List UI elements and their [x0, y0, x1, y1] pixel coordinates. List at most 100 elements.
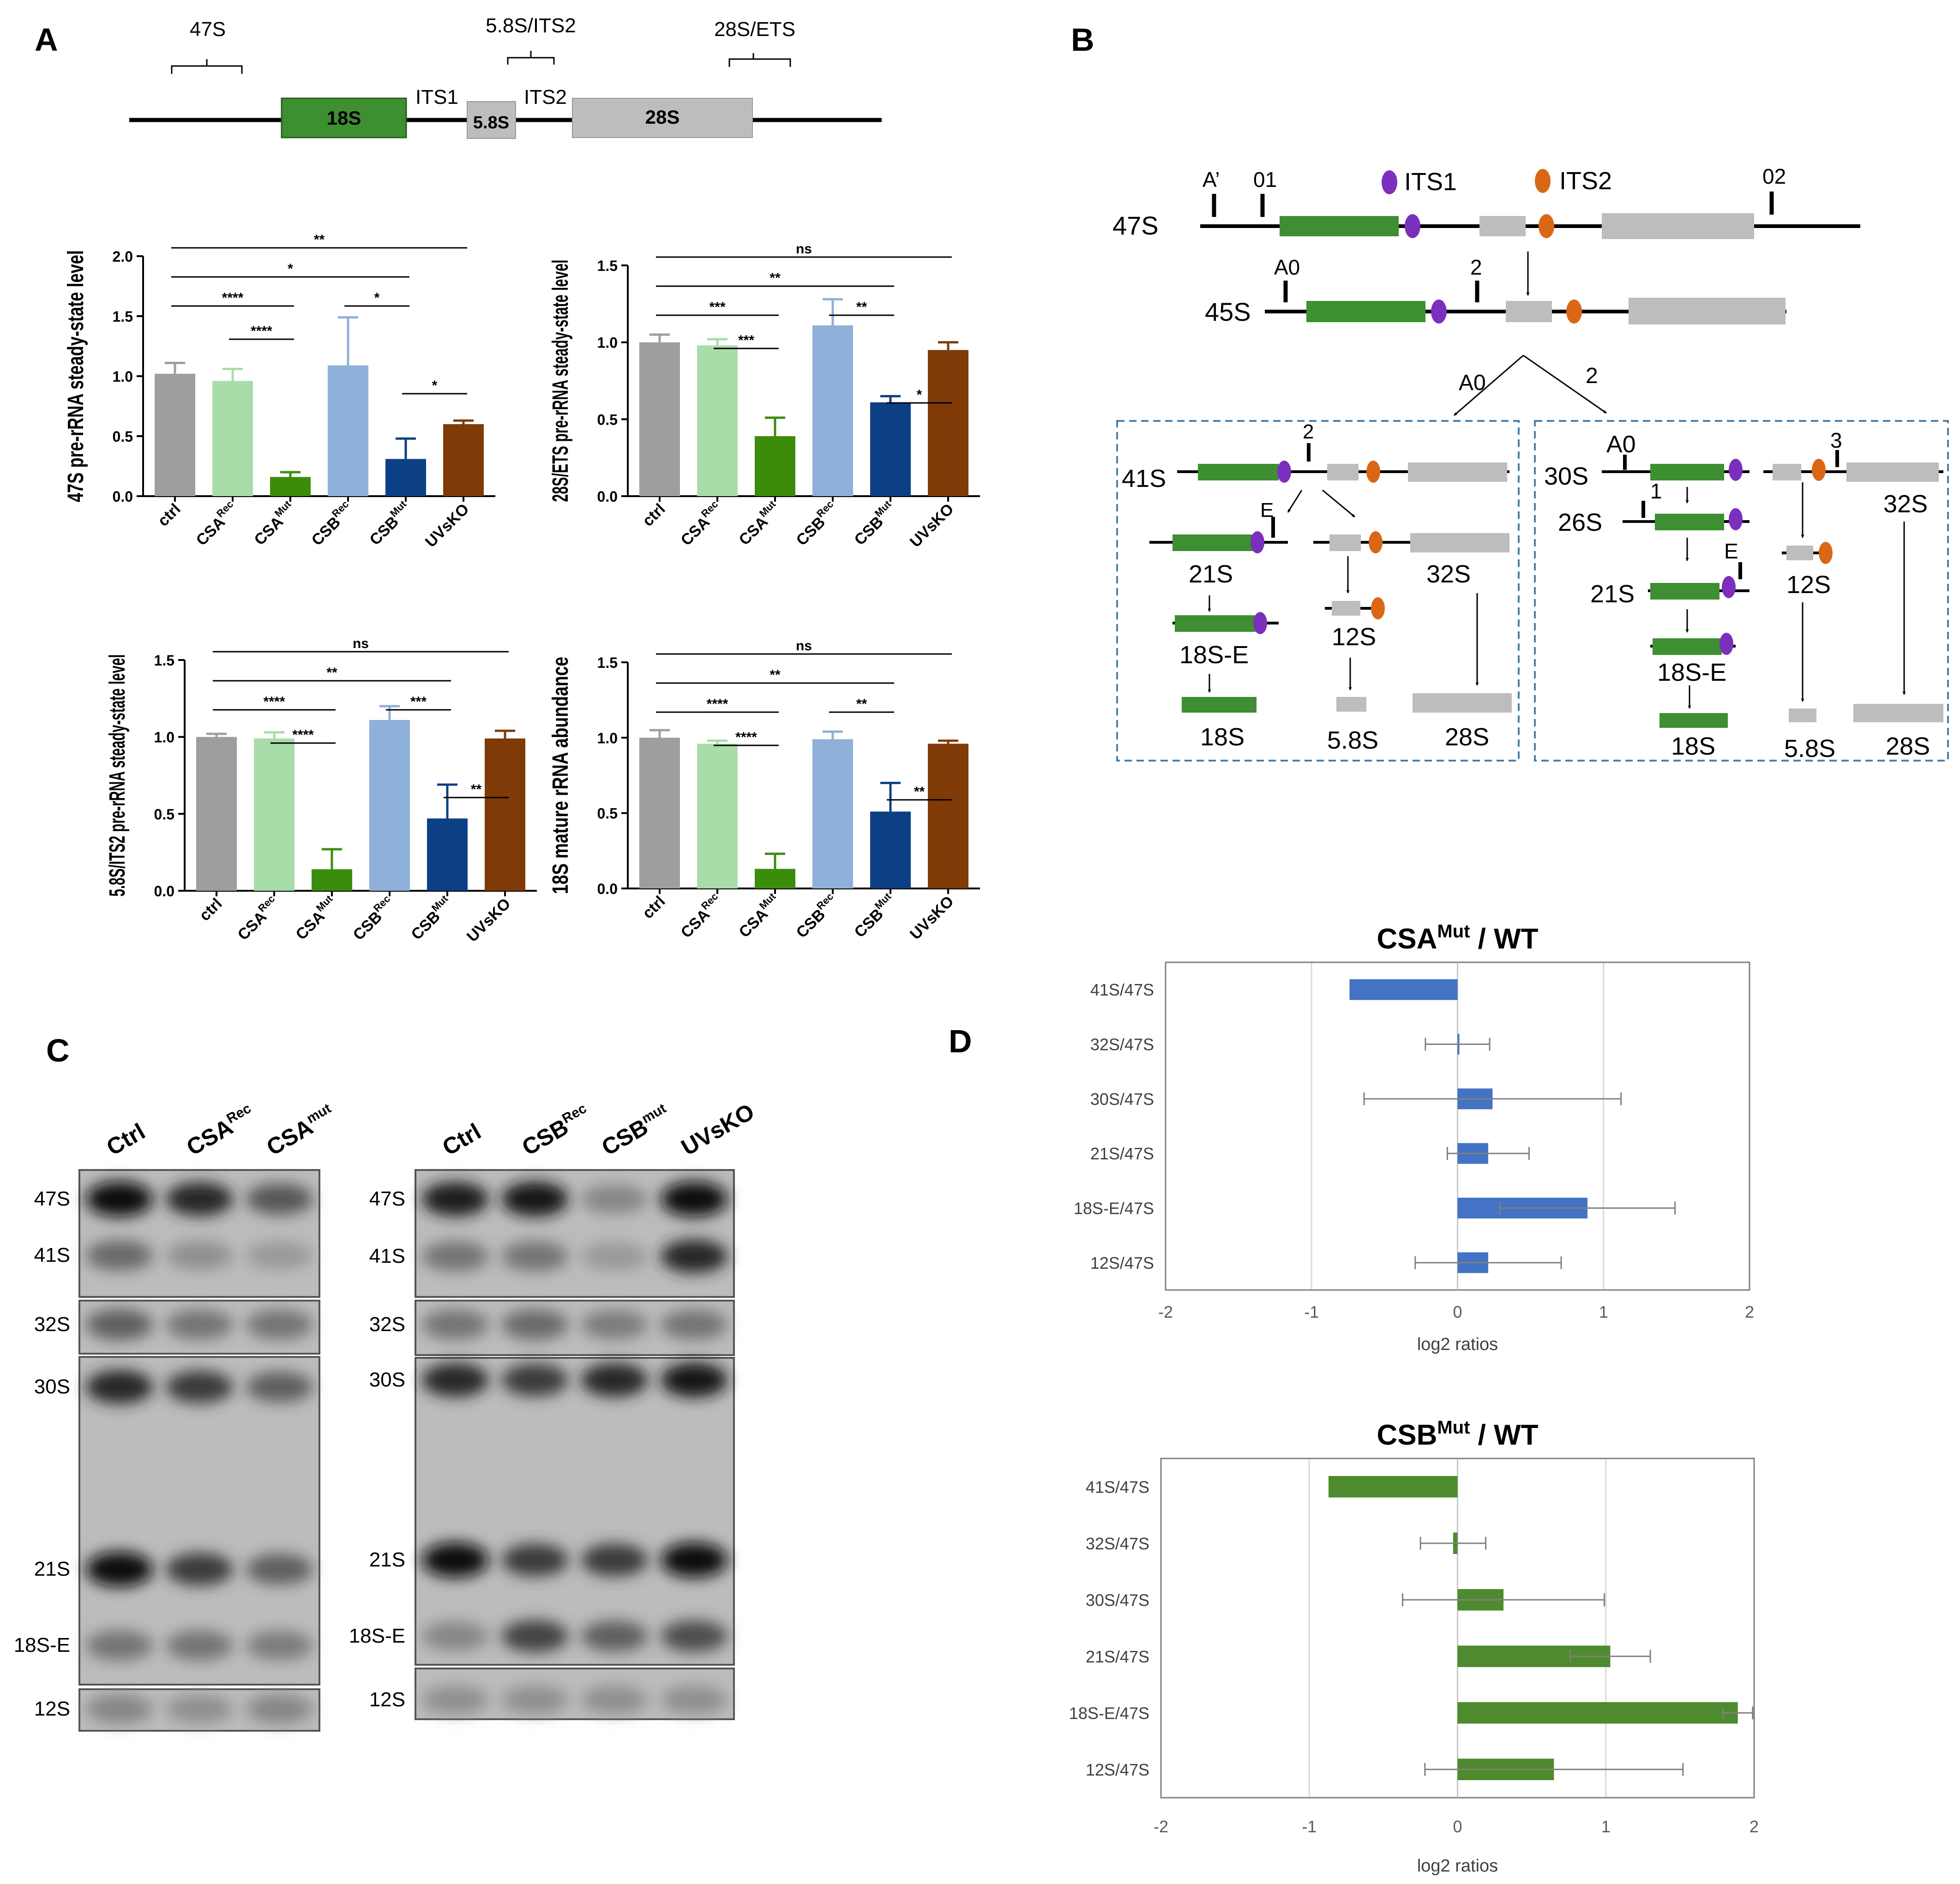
band: [661, 1686, 728, 1714]
y-axis-label: 28S/ETS pre-rRNA steady-state level: [548, 260, 573, 502]
band-label: 30S: [369, 1368, 405, 1391]
a-chart-47s: 0.0 0.5 1.0 1.5 2.0 47S pre-rRNA steady-state…: [64, 232, 495, 551]
bar: [639, 342, 680, 496]
significance-label: ns: [353, 636, 369, 651]
band: [166, 1630, 233, 1661]
y-tick-label: 0.5: [597, 411, 618, 428]
x-tick-label: CSBMut: [849, 498, 900, 549]
band: [581, 1310, 648, 1339]
band-label: 21S: [369, 1548, 405, 1571]
b-legend-its1: ITS1: [1404, 168, 1457, 196]
lane-label: UVsKO: [677, 1098, 758, 1161]
group-name: CSB: [851, 905, 887, 941]
x-tick-label: -2: [1154, 1817, 1168, 1836]
b-47s-58s: [1479, 216, 1526, 236]
b-58s-r-mature: [1789, 708, 1816, 722]
b-30s-18s: [1650, 464, 1724, 480]
b-label-21s-left: 21S: [1189, 560, 1233, 588]
y-tick-label: 0.0: [154, 883, 174, 900]
band-label: 47S: [369, 1188, 405, 1210]
b-label-18se-right: 18S-E: [1657, 659, 1726, 686]
chart-title-main: CSA: [1377, 923, 1437, 955]
b-47s-28s: [1602, 213, 1754, 239]
band: [501, 1309, 569, 1340]
group-name: CSA: [677, 513, 713, 549]
a-map-28s-block: [572, 98, 753, 138]
group-name: UVsKO: [463, 895, 514, 946]
band: [85, 1694, 153, 1724]
b-32s-r-58s: [1773, 464, 1801, 480]
band: [166, 1695, 233, 1723]
significance-label: **: [856, 300, 867, 315]
band: [246, 1371, 313, 1403]
chart-title-suffix: / WT: [1470, 923, 1538, 955]
x-tick-label: CSAMut: [290, 893, 341, 943]
x-tick-label: 1: [1601, 1817, 1611, 1836]
band: [501, 1543, 569, 1577]
y-tick-label: 1.5: [597, 258, 618, 274]
band: [501, 1182, 569, 1217]
x-tick-label: UVsKO: [907, 500, 957, 551]
significance-label: **: [914, 784, 925, 799]
b-30s-its1-dot: [1729, 459, 1743, 481]
y-tick-label: 1.5: [154, 652, 174, 669]
group-name: CSA: [251, 513, 287, 549]
y-tick-label: 1.0: [597, 730, 618, 746]
band: [246, 1631, 313, 1660]
b-28s-mature: [1413, 693, 1512, 713]
group-name: ctrl: [196, 895, 225, 924]
band: [581, 1363, 648, 1397]
y-tick-label: 1.0: [113, 368, 133, 385]
category-label: 30S/47S: [1090, 1090, 1154, 1109]
significance-label: ****: [264, 694, 285, 709]
significance-label: *: [917, 387, 922, 402]
b-47s-its1-dot: [1405, 214, 1420, 238]
bar: [270, 477, 311, 496]
b-label-30s: 30S: [1544, 462, 1588, 490]
category-label: 12S/47S: [1090, 1254, 1154, 1272]
significance-label: **: [314, 232, 325, 247]
lane-label: Ctrl: [102, 1118, 150, 1161]
x-tick-label: CSARec: [232, 893, 283, 944]
x-tick-label: ctrl: [639, 893, 668, 922]
lane-label: CSAmut: [262, 1101, 339, 1161]
b-label-12s-left: 12S: [1332, 623, 1376, 651]
group-name: CSB: [793, 906, 829, 942]
a-map-bracket-47s: [171, 59, 243, 74]
b-41s-site-2: 2: [1303, 420, 1314, 443]
category-label: 32S/47S: [1086, 1534, 1149, 1553]
b-label-58s-right: 5.8S: [1784, 735, 1835, 762]
x-tick-label: CSBMut: [364, 498, 415, 549]
a-map-bracket-28s: [728, 53, 791, 67]
b-26s-its1-dot: [1729, 508, 1743, 530]
b-split-label-2: 2: [1586, 364, 1598, 388]
b-12s-58s: [1332, 601, 1360, 616]
bar: [639, 738, 680, 888]
bar: [485, 738, 525, 891]
b-41s-arrow-right: [1322, 489, 1355, 518]
bar: [369, 720, 410, 891]
a-chart-58s-its2: 0.0 0.5 1.0 1.5 5.8S/ITS2 pre-rRNA steady-st…: [105, 636, 537, 945]
x-tick-label: ctrl: [196, 895, 225, 924]
band: [246, 1694, 313, 1724]
b-split-arrow-a0: [1454, 354, 1524, 416]
significance-label: ****: [222, 290, 244, 306]
band: [246, 1554, 313, 1585]
group-name: CSB: [851, 513, 887, 549]
lane-name: Ctrl: [102, 1118, 150, 1161]
b-label-26s: 26S: [1558, 509, 1602, 536]
b-58s-mature: [1336, 697, 1366, 712]
significance-label: ****: [251, 324, 272, 339]
significance-label: *: [374, 290, 380, 306]
b-41s-its1-dot: [1277, 461, 1291, 483]
bar: [812, 325, 853, 496]
b-32s-r-its2-dot: [1812, 459, 1826, 481]
d-chart-csb-mut-wt: -2 -1 0 1 2 41S/47S 32S/47S 30S/47S 21S/47S 18S-E…: [1069, 1417, 1759, 1876]
significance-label: **: [856, 696, 867, 712]
b-18s-mature: [1182, 697, 1257, 713]
y-tick-label: 0.5: [113, 428, 133, 445]
panel-letter-d: D: [949, 1023, 972, 1059]
x-tick-label: UVsKO: [463, 895, 514, 946]
x-tick-label: CSAMut: [249, 498, 300, 549]
